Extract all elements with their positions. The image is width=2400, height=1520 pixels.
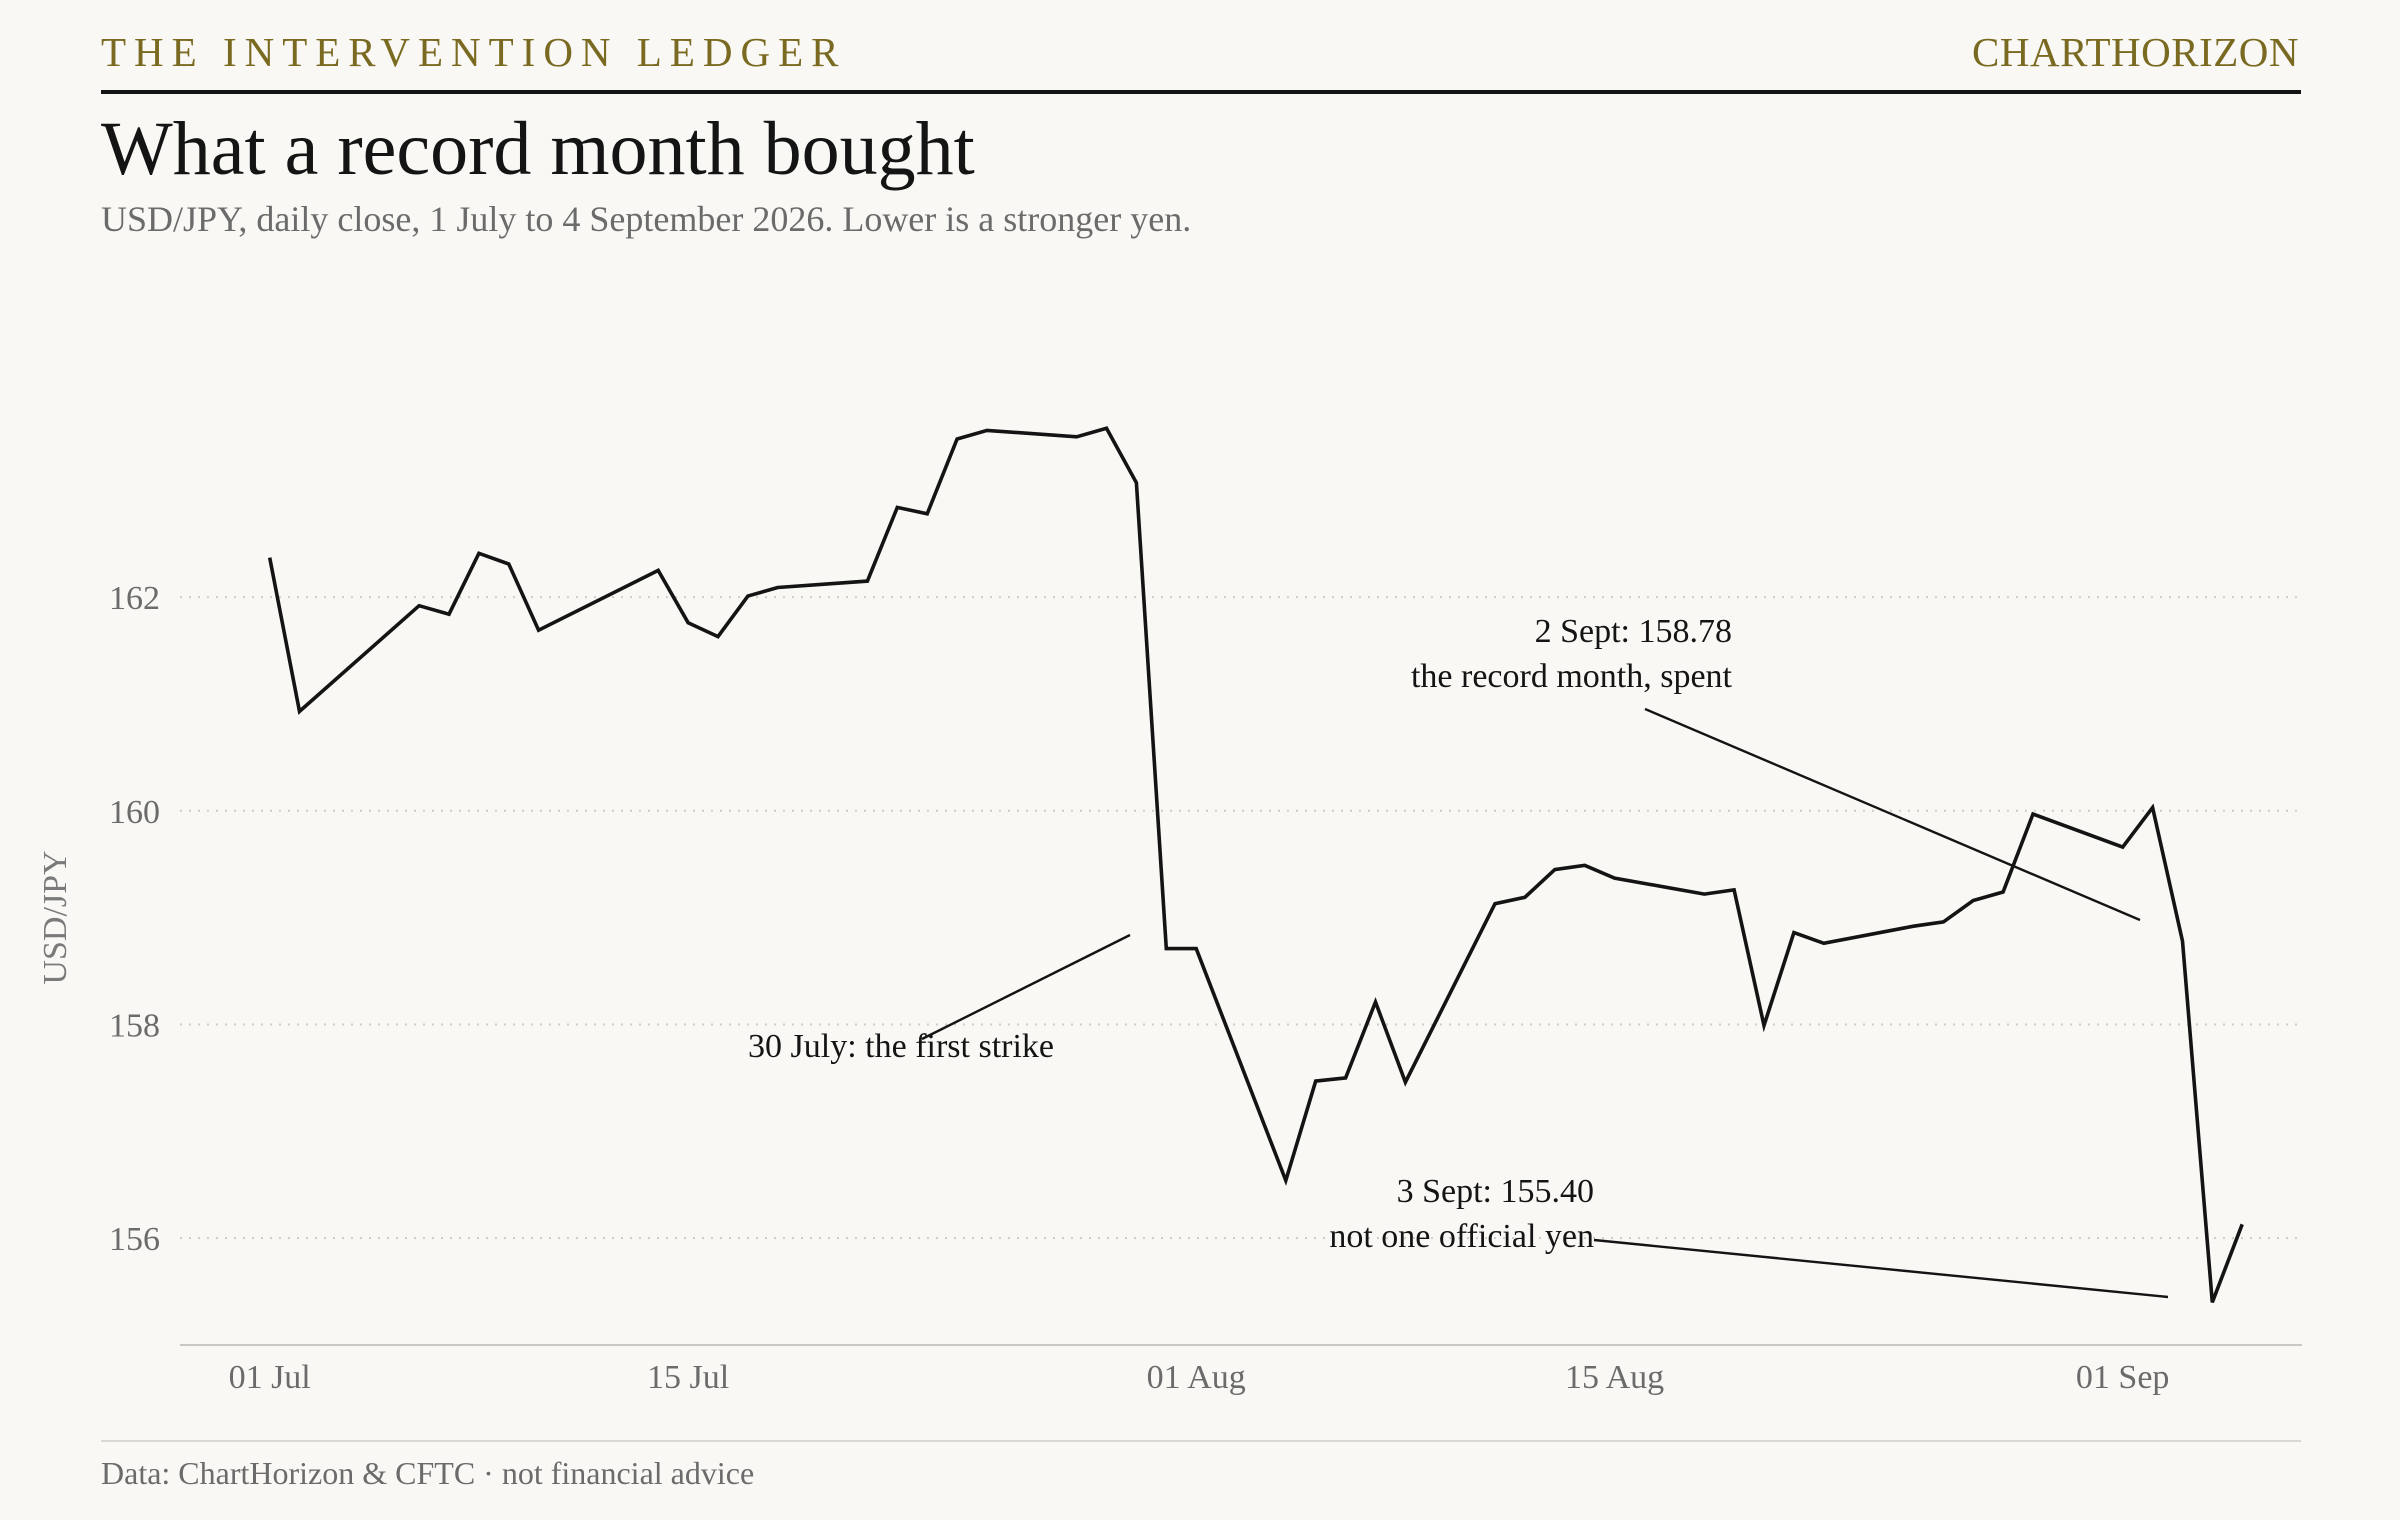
data-point [926, 512, 929, 515]
page-title: What a record month bought [101, 107, 975, 191]
y-tick-label: 162 [109, 580, 160, 617]
page-subtitle: USD/JPY, daily close, 1 July to 4 Septem… [101, 199, 1192, 239]
data-point [776, 586, 779, 589]
annotation-label: 30 July: the first strike [748, 1028, 1054, 1065]
series-line [267, 426, 2244, 1303]
x-tick-label: 01 Jul [229, 1359, 311, 1396]
data-point [1344, 1076, 1347, 1079]
data-point [418, 604, 421, 607]
x-tick-label: 01 Sep [2076, 1359, 2170, 1396]
data-point [1733, 888, 1736, 891]
y-tick-label: 158 [109, 1007, 160, 1044]
data-point [716, 635, 719, 638]
brand-name: CHARTHORIZON [1972, 29, 2299, 75]
y-tick-label: 160 [109, 794, 160, 831]
data-point [866, 580, 869, 583]
header-rule [101, 90, 2301, 94]
data-point [1583, 864, 1586, 867]
annotation-label: 3 Sept: 155.40 [1397, 1173, 1594, 1210]
annotation-leader [1593, 1238, 2169, 1299]
data-point [477, 552, 480, 555]
data-point [1912, 925, 1915, 928]
data-point [1822, 942, 1825, 945]
data-point [2211, 1301, 2214, 1304]
data-point [447, 613, 450, 616]
annotation-leader [921, 933, 1131, 1041]
data-point [1703, 893, 1706, 896]
line-chart: 156 158 160 162 01 Jul 15 Jul 01 Aug 15 Aug 01 S… [37, 426, 2302, 1396]
data-point [1942, 920, 1945, 923]
data-point [268, 556, 271, 559]
data-point [1613, 877, 1616, 880]
data-point [1374, 1001, 1377, 1004]
data-point [537, 629, 540, 632]
data-point [1165, 947, 1168, 950]
data-point [298, 710, 301, 713]
data-point [2032, 812, 2035, 815]
data-point [985, 429, 988, 432]
source-note: Data: ChartHorizon & CFTC · not financia… [101, 1455, 755, 1491]
data-point [2002, 890, 2005, 893]
x-tick-label: 15 Jul [647, 1359, 729, 1396]
data-point [1314, 1080, 1317, 1083]
data-point [1404, 1081, 1407, 1084]
data-point [1075, 435, 1078, 438]
data-point [1523, 896, 1526, 899]
data-point [956, 437, 959, 440]
data-point [1553, 868, 1556, 871]
data-point [1284, 1179, 1287, 1182]
data-point [1494, 902, 1497, 905]
data-point [657, 569, 660, 572]
data-point [2121, 846, 2124, 849]
data-point [746, 595, 749, 598]
data-point [1763, 1024, 1766, 1027]
data-point [2151, 806, 2154, 809]
annotation-label: the record month, spent [1411, 658, 1733, 695]
y-tick-label: 156 [109, 1221, 160, 1258]
annotation-label: not one official yen [1329, 1218, 1594, 1255]
data-point [1135, 481, 1138, 484]
x-tick-label: 15 Aug [1565, 1359, 1664, 1396]
kicker: THE INTERVENTION LEDGER [101, 29, 847, 75]
data-point [1105, 427, 1108, 430]
y-axis-label: USD/JPY [37, 850, 74, 984]
x-tick-label: 01 Aug [1147, 1359, 1246, 1396]
footer-rule [101, 1440, 2301, 1442]
annotation-label: 2 Sept: 158.78 [1535, 613, 1732, 650]
data-point [507, 562, 510, 565]
data-point [1195, 947, 1198, 950]
data-point [687, 621, 690, 624]
annotation-leader [1644, 707, 2141, 922]
data-point [2241, 1223, 2244, 1226]
data-point [1972, 899, 1975, 902]
data-point [896, 506, 899, 509]
data-point [1792, 931, 1795, 934]
data-point [2181, 940, 2184, 943]
